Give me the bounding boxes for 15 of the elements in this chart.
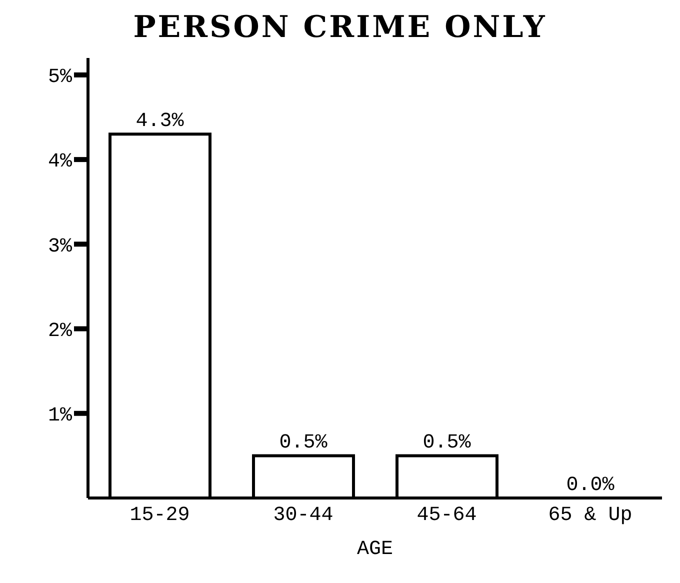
data-label: 0.5% xyxy=(422,432,472,455)
data-label: 0.0% xyxy=(566,474,616,497)
x-tick-label: 15-29 xyxy=(130,504,190,528)
y-tick-label: 2% xyxy=(48,320,73,343)
y-tick-label: 3% xyxy=(48,235,73,258)
chart-title: PERSON CRIME ONLY xyxy=(132,9,548,47)
x-tick-label: 65 & Up xyxy=(548,504,632,528)
data-label: 0.5% xyxy=(279,432,328,455)
y-tick-label: 1% xyxy=(48,404,73,428)
x-tick-label: 45-64 xyxy=(416,504,477,528)
y-tick-label: 4% xyxy=(48,150,73,174)
x-tick-label: 30-44 xyxy=(273,504,334,528)
x-axis-title: AGE xyxy=(356,538,394,561)
data-label: 4.3% xyxy=(136,110,185,134)
y-tick-label: 5% xyxy=(48,66,73,90)
